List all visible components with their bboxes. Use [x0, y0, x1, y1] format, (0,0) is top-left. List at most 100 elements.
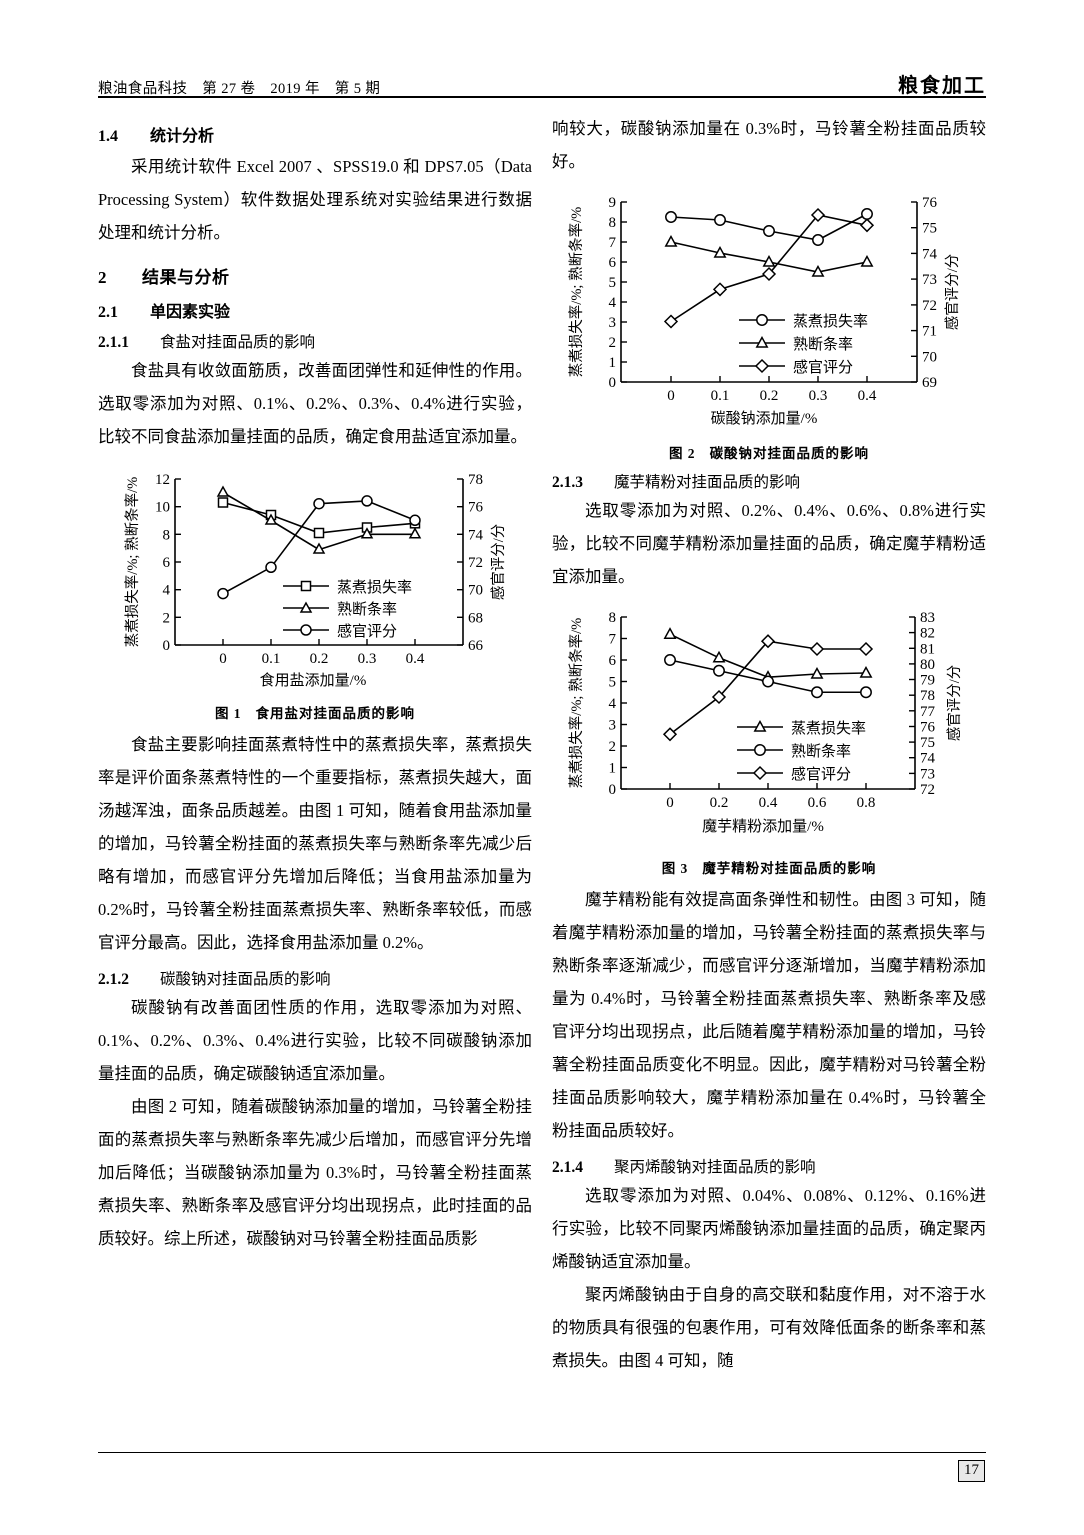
svg-text:0: 0 — [667, 388, 675, 404]
heading-2-title: 结果与分析 — [142, 268, 230, 287]
svg-text:78: 78 — [920, 688, 935, 704]
heading-2: 2 结果与分析 — [98, 263, 532, 288]
svg-text:72: 72 — [922, 298, 937, 314]
heading-2-1-3: 2.1.3 魔芋精粉对挂面品质的影响 — [552, 470, 986, 492]
left-column: 1.4 统计分析 采用统计软件 Excel 2007 、SPSS19.0 和 DP… — [98, 112, 532, 1255]
svg-text:6: 6 — [163, 555, 171, 571]
svg-text:熟断条率: 熟断条率 — [793, 336, 853, 353]
svg-text:4: 4 — [163, 583, 171, 599]
svg-text:0.2: 0.2 — [710, 795, 729, 811]
figure-1-y-axis-label: 蒸煮损失率/%; 熟断条率/% — [124, 477, 141, 647]
paragraph-2-1-2-a: 碳酸钠有改善面团性质的作用，选取零添加为对照、0.1%、0.2%、0.3%、0.… — [98, 998, 532, 1083]
svg-text:72: 72 — [920, 782, 935, 798]
figure-1-y2-axis-label: 感官评分/分 — [490, 524, 507, 601]
svg-text:感官评分: 感官评分 — [337, 623, 397, 640]
svg-text:7: 7 — [609, 235, 617, 251]
svg-text:0.4: 0.4 — [759, 795, 778, 811]
figure-2-y2-ticklabels: 69 70 71 72 73 74 75 76 — [922, 195, 938, 391]
header-section-title: 粮食加工 — [898, 75, 986, 97]
figure-3-y-ticklabels: 0 1 2 3 4 5 6 7 8 — [609, 610, 617, 798]
svg-text:2: 2 — [609, 335, 617, 351]
svg-text:1: 1 — [609, 355, 617, 371]
svg-text:4: 4 — [609, 696, 617, 712]
figure-2-x-axis-label: 碳酸钠添加量/% — [711, 410, 818, 427]
heading-2-1-2: 2.1.2 碳酸钠对挂面品质的影响 — [98, 967, 532, 989]
figure-2-caption: 图 2 碳酸钠对挂面品质的影响 — [552, 442, 986, 462]
svg-text:0.3: 0.3 — [809, 388, 828, 404]
heading-2-1-3-number: 2.1.3 — [552, 474, 583, 491]
page-header: 粮油食品科技 第 27 卷 2019 年 第 5 期 粮食加工 — [98, 64, 986, 98]
svg-text:2: 2 — [609, 739, 617, 755]
svg-text:3: 3 — [609, 718, 617, 734]
figure-1-caption: 图 1 食用盐对挂面品质的影响 — [98, 702, 532, 722]
svg-text:0.1: 0.1 — [711, 388, 730, 404]
svg-text:82: 82 — [920, 626, 935, 642]
svg-text:4: 4 — [609, 295, 617, 311]
figure-2-y-ticklabels: 0 1 2 3 4 5 6 7 8 9 — [609, 195, 617, 391]
paragraph-2-1-1: 食盐具有收敛面筋质，改善面团弹性和延伸性的作用。选取零添加为对照、0.1%、0.… — [98, 361, 532, 446]
svg-text:3: 3 — [609, 315, 617, 331]
heading-2-1-2-number: 2.1.2 — [98, 971, 129, 988]
heading-2-1-title: 单因素实验 — [150, 304, 231, 321]
paragraph-1-4: 采用统计软件 Excel 2007 、SPSS19.0 和 DPS7.05（Da… — [98, 157, 532, 242]
svg-text:83: 83 — [920, 610, 935, 626]
svg-text:蒸煮损失率: 蒸煮损失率 — [793, 313, 868, 330]
figure-3-caption: 图 3 魔芋精粉对挂面品质的影响 — [552, 857, 986, 877]
svg-text:76: 76 — [920, 720, 936, 736]
svg-text:72: 72 — [468, 555, 483, 571]
paragraph-after-figure-3: 魔芋精粉能有效提高面条弹性和韧性。由图 3 可知，随着魔芋精粉添加量的增加，马铃… — [552, 890, 986, 1140]
figure-1-x-ticklabels: 0 0.1 0.2 0.3 0.4 — [219, 651, 425, 667]
figure-3-y2-axis-label: 感官评分/分 — [946, 665, 963, 742]
heading-2-1: 2.1 单因素实验 — [98, 298, 532, 322]
svg-text:81: 81 — [920, 641, 935, 657]
paragraph-2-1-4-a: 选取零添加为对照、0.04%、0.08%、0.12%、0.16%进行实验，比较不… — [552, 1186, 986, 1271]
svg-text:0.8: 0.8 — [857, 795, 876, 811]
svg-text:8: 8 — [609, 215, 617, 231]
figure-2-caption-text: 碳酸钠对挂面品质的影响 — [709, 446, 870, 461]
svg-text:66: 66 — [468, 638, 484, 654]
header-divider — [98, 96, 986, 98]
svg-text:蒸煮损失率: 蒸煮损失率 — [337, 579, 412, 596]
svg-text:感官评分: 感官评分 — [793, 359, 853, 376]
figure-3-caption-text: 魔芋精粉对挂面品质的影响 — [702, 861, 877, 876]
svg-text:70: 70 — [922, 349, 937, 365]
svg-text:1: 1 — [609, 761, 617, 777]
svg-text:74: 74 — [468, 527, 484, 543]
figure-2-y2-axis-label: 感官评分/分 — [944, 254, 961, 331]
svg-text:76: 76 — [922, 195, 938, 211]
figure-3-x-axis-label: 魔芋精粉添加量/% — [702, 818, 824, 835]
svg-text:熟断条率: 熟断条率 — [791, 743, 851, 760]
svg-text:蒸煮损失率: 蒸煮损失率 — [791, 720, 866, 737]
heading-2-1-1-title: 食盐对挂面品质的影响 — [160, 334, 316, 351]
paragraph-2-1-2-b: 由图 2 可知，随着碳酸钠添加量的增加，马铃薯全粉挂面的蒸煮损失率与熟断条率先减… — [98, 1097, 532, 1248]
svg-text:0.2: 0.2 — [310, 651, 329, 667]
figure-2-chart: 0 1 2 3 4 5 6 7 8 9 69 70 71 72 73 74 75 76 — [568, 195, 961, 427]
paragraph-2-1-4-b: 聚丙烯酸钠由于自身的高交联和黏度作用，对不溶于水的物质具有很强的包裹作用，可有效… — [552, 1285, 986, 1370]
figure-3-label: 图 3 — [661, 861, 689, 876]
svg-text:0: 0 — [219, 651, 227, 667]
figure-2-label: 图 2 — [668, 446, 696, 461]
svg-text:0.3: 0.3 — [358, 651, 377, 667]
svg-text:熟断条率: 熟断条率 — [337, 601, 397, 618]
figure-2-x-ticklabels: 0 0.1 0.2 0.3 0.4 — [667, 388, 877, 404]
figure-1: 0 2 4 6 8 10 12 66 68 70 72 — [98, 463, 532, 722]
figure-1-legend: 蒸煮损失率 熟断条率 感官评分 — [283, 579, 412, 640]
svg-text:5: 5 — [609, 275, 617, 291]
svg-text:0.2: 0.2 — [760, 388, 779, 404]
figure-1-y-ticklabels: 0 2 4 6 8 10 12 — [155, 472, 171, 654]
figure-3-x-ticklabels: 0 0.2 0.4 0.6 0.8 — [666, 795, 875, 811]
figure-1-chart: 0 2 4 6 8 10 12 66 68 70 72 — [124, 472, 507, 689]
svg-text:70: 70 — [468, 583, 483, 599]
figure-3-y-axis-label: 蒸煮损失率/%; 熟断条率/% — [568, 618, 585, 788]
svg-text:71: 71 — [922, 324, 937, 340]
svg-text:73: 73 — [920, 766, 935, 782]
svg-text:0.4: 0.4 — [858, 388, 877, 404]
svg-text:0.4: 0.4 — [406, 651, 425, 667]
svg-text:75: 75 — [920, 735, 935, 751]
svg-text:9: 9 — [609, 195, 617, 211]
figure-1-y2-ticklabels: 66 68 70 72 74 76 78 — [468, 472, 484, 654]
